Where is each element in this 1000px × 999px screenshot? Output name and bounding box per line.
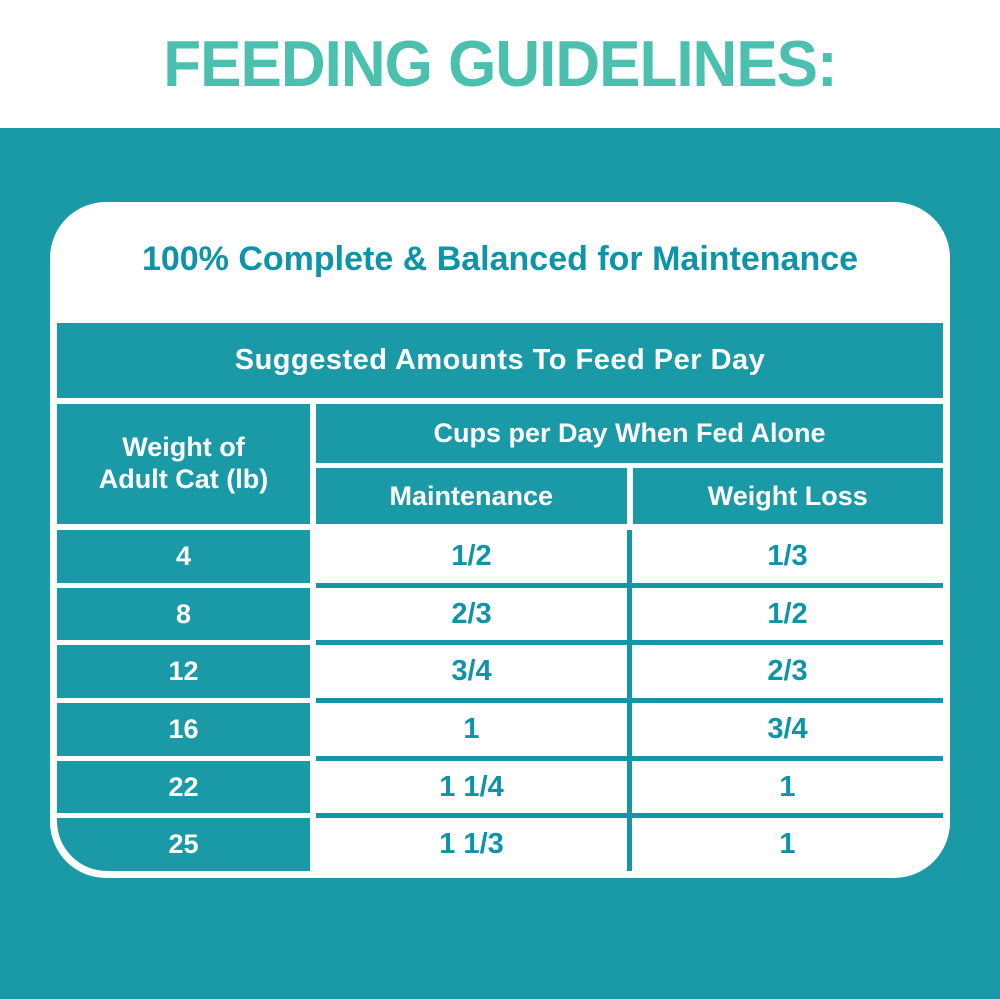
row-divider xyxy=(57,582,943,588)
column-gap xyxy=(310,587,316,641)
table-body: 4 1/2 1/3 8 2/3 1/2 xyxy=(57,530,943,871)
table-row: 8 2/3 1/2 xyxy=(57,587,943,641)
row-divider-line xyxy=(316,640,943,646)
maintenance-cell: 1 1/3 xyxy=(316,818,627,871)
weight-loss-cell: 1 xyxy=(632,760,943,814)
table-row: 22 1 1/4 1 xyxy=(57,760,943,814)
column-header-maintenance: Maintenance xyxy=(316,468,627,524)
header-band: FEEDING GUIDELINES: xyxy=(0,0,1000,128)
teal-background: 100% Complete & Balanced for Maintenance… xyxy=(0,128,1000,999)
subheader-row: Maintenance Weight Loss xyxy=(316,468,943,524)
cups-header-group: Cups per Day When Fed Alone Maintenance … xyxy=(316,404,943,524)
table-row: 12 3/4 2/3 xyxy=(57,645,943,699)
column-gap xyxy=(310,703,316,756)
maintenance-cell: 1/2 xyxy=(316,530,627,583)
weight-loss-cell: 3/4 xyxy=(632,703,943,756)
weight-loss-cell: 1/3 xyxy=(632,530,943,583)
weight-cell: 22 xyxy=(57,760,310,814)
row-divider xyxy=(57,813,943,819)
weight-cell: 8 xyxy=(57,587,310,641)
column-gap xyxy=(310,818,316,871)
column-divider xyxy=(627,703,632,756)
weight-loss-cell: 1/2 xyxy=(632,587,943,641)
weight-cell: 25 xyxy=(57,818,310,871)
page-title: FEEDING GUIDELINES: xyxy=(163,28,837,100)
column-divider xyxy=(627,645,632,699)
weight-cell: 12 xyxy=(57,645,310,699)
row-divider-line xyxy=(316,582,943,588)
column-gap xyxy=(310,645,316,699)
row-divider xyxy=(57,640,943,646)
card-title: 100% Complete & Balanced for Maintenance xyxy=(141,240,859,278)
column-divider xyxy=(627,587,632,641)
row-gap xyxy=(316,463,943,468)
row-divider-line xyxy=(316,755,943,761)
column-divider xyxy=(627,760,632,814)
column-divider xyxy=(627,818,632,871)
row-divider xyxy=(57,755,943,761)
column-header-weight-loss: Weight Loss xyxy=(632,468,943,524)
row-divider-left xyxy=(57,813,316,819)
row-divider-left xyxy=(57,698,316,704)
weight-cell: 4 xyxy=(57,530,310,583)
row-divider-left xyxy=(57,755,316,761)
guidelines-card: 100% Complete & Balanced for Maintenance… xyxy=(50,202,950,878)
table-header-row: Weight of Adult Cat (lb) Cups per Day Wh… xyxy=(57,404,943,524)
weight-cell: 16 xyxy=(57,703,310,756)
row-gap xyxy=(57,524,943,530)
weight-loss-cell: 1 xyxy=(632,818,943,871)
maintenance-cell: 2/3 xyxy=(316,587,627,641)
column-header-cups: Cups per Day When Fed Alone xyxy=(316,404,943,463)
table-row: 4 1/2 1/3 xyxy=(57,530,943,583)
maintenance-cell: 1 xyxy=(316,703,627,756)
row-divider xyxy=(57,698,943,704)
column-header-weight: Weight of Adult Cat (lb) xyxy=(57,404,310,524)
column-gap xyxy=(310,530,316,583)
row-divider-line xyxy=(316,813,943,819)
column-gap xyxy=(310,760,316,814)
feeding-table: Suggested Amounts To Feed Per Day Weight… xyxy=(57,323,943,871)
column-gap xyxy=(626,468,633,524)
table-row: 25 1 1/3 1 xyxy=(57,818,943,871)
weight-loss-cell: 2/3 xyxy=(632,645,943,699)
row-divider-left xyxy=(57,640,316,646)
column-divider xyxy=(627,530,632,583)
maintenance-cell: 3/4 xyxy=(316,645,627,699)
table-banner: Suggested Amounts To Feed Per Day xyxy=(57,323,943,398)
table-row: 16 1 3/4 xyxy=(57,703,943,756)
row-gap xyxy=(57,398,943,404)
row-divider-line xyxy=(316,698,943,704)
row-divider-left xyxy=(57,582,316,588)
maintenance-cell: 1 1/4 xyxy=(316,760,627,814)
column-gap xyxy=(310,404,316,524)
